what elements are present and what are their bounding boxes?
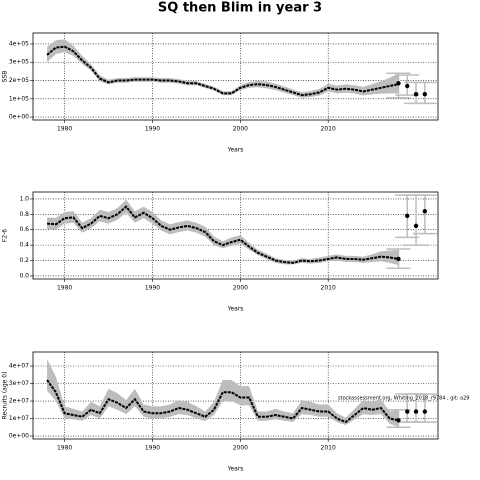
forecast-point <box>422 209 428 214</box>
x-tick-label: 1980 <box>57 126 72 133</box>
y-tick-label: 0e+00 <box>9 114 29 121</box>
forecast-point <box>396 256 401 262</box>
y-tick-label: 2e+05 <box>9 77 29 84</box>
annotation: stockassessment.org, Whiting_2018_r9784 … <box>338 396 469 402</box>
x-axis-label: Years <box>227 306 244 313</box>
x-tick-label: 1990 <box>145 285 160 292</box>
estimate-line <box>46 379 399 424</box>
y-axis-label: SSB <box>2 71 9 83</box>
forecast-point <box>422 92 428 97</box>
estimate-line <box>46 45 399 97</box>
estimate-line <box>46 205 399 264</box>
y-tick-label: 1e+05 <box>9 95 29 102</box>
y-tick-label: 3e+05 <box>9 59 29 66</box>
x-tick-label: 2010 <box>321 445 336 452</box>
y-axis-label: F2-6 <box>2 229 9 242</box>
forecast-point <box>405 409 410 414</box>
x-tick-label: 1980 <box>57 445 72 452</box>
figure-title: SQ then Blim in year 3 <box>158 1 322 16</box>
x-tick-label: 2010 <box>321 126 336 133</box>
x-axis-label: Years <box>227 466 244 473</box>
x-axis-label: Years <box>227 147 244 154</box>
forecast-point <box>405 83 410 89</box>
forecast-point <box>405 213 410 219</box>
plot-frame <box>32 32 439 121</box>
y-axis-label: Recruits (age 0) <box>2 372 9 420</box>
y-tick-label: 2e+07 <box>9 398 29 405</box>
y-tick-label: 1.0 <box>19 195 29 202</box>
x-tick-label: 1990 <box>145 126 160 133</box>
panel: 1980 1990 2000 2010 0.0 0.2 0.4 0.6 0.8 1.0 Years F… <box>2 191 439 313</box>
x-tick-label: 1990 <box>145 445 160 452</box>
x-tick-label: 2000 <box>233 445 248 452</box>
panel: 1980 1990 2000 2010 0e+00 1e+05 2e+05 3e+05 4e+0… <box>2 32 439 154</box>
y-tick-label: 0.0 <box>19 272 29 279</box>
forecast-point <box>396 81 401 86</box>
y-tick-label: 1e+07 <box>9 415 29 422</box>
x-tick-label: 2000 <box>233 285 248 292</box>
forecast-point <box>413 223 419 229</box>
confidence-band <box>47 199 399 266</box>
y-tick-label: 4e+05 <box>9 40 29 47</box>
panel: 1980 1990 2000 2010 0e+00 1e+07 2e+07 3e+07 4e+0… <box>2 351 469 473</box>
x-tick-label: 2000 <box>233 126 248 133</box>
forecast-point <box>413 92 419 97</box>
y-tick-label: 0.6 <box>19 226 29 233</box>
forecast-point <box>422 409 428 414</box>
y-tick-label: 0.4 <box>19 242 29 249</box>
y-tick-label: 4e+07 <box>9 363 29 370</box>
plot-frame <box>32 351 439 440</box>
y-tick-label: 0.8 <box>19 211 29 218</box>
y-tick-label: 0.2 <box>19 257 29 264</box>
plot-frame <box>32 191 439 280</box>
y-tick-label: 0e+00 <box>9 433 29 440</box>
forecast-point <box>413 409 419 414</box>
x-tick-label: 1980 <box>57 285 72 292</box>
y-tick-label: 3e+07 <box>9 380 29 387</box>
x-tick-label: 2010 <box>321 285 336 292</box>
forecast-point <box>396 418 401 423</box>
